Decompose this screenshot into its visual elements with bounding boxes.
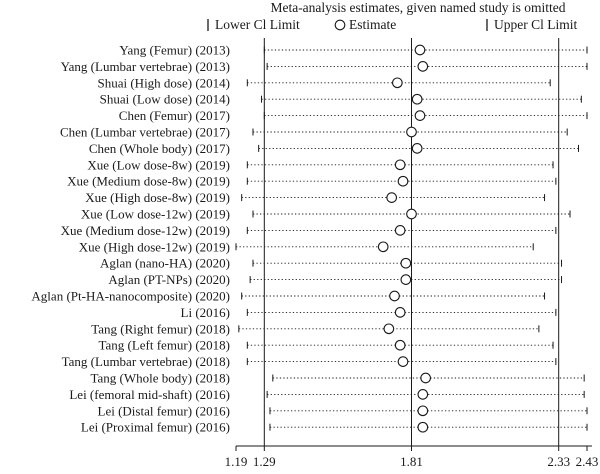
study-label: Lei (Proximal femur) (2016) [81,420,230,435]
study-row: Tang (Whole body) (2018) [90,371,585,386]
study-label: Xue (Medium dose-12w) (2019) [61,223,230,238]
estimate-marker [394,225,406,236]
x-tick-label: 2.43 [576,454,599,469]
study-row: Tang (Left femur) (2018) [98,338,554,353]
estimate-marker [414,110,426,121]
estimate-marker [400,274,412,285]
study-row: Aglan (PT-NPs) (2020) [108,272,563,287]
legend-estimate-label: Estimate [349,17,396,32]
study-label: Xue (Low dose-8w) (2019) [87,157,230,172]
study-row: Chen (Femur) (2017) [119,108,588,123]
estimate-marker [417,421,429,433]
estimate-marker [394,159,406,171]
study-row: Yang (Lumbar vertebrae) (2013) [61,59,588,74]
study-row: Xue (High dose-12w) (2019) [79,239,534,254]
estimate-marker [391,77,403,89]
study-row: Shuai (Low dose) (2014) [100,92,582,107]
estimate-marker [411,93,423,105]
study-row: Lei (Proximal femur) (2016) [81,420,588,435]
estimate-marker [417,405,429,417]
study-row: Xue (High dose-8w) (2019) [85,190,546,205]
legend-estimate-marker [334,19,346,31]
study-row: Tang (Right femur) (2018) [91,321,540,336]
estimate-marker [417,389,429,400]
study-label: Xue (Medium dose-8w) (2019) [67,174,230,189]
study-row: Chen (Lumbar vertebrae) (2017) [60,125,568,140]
estimate-marker [386,192,398,203]
study-label: Aglan (nano-HA) (2020) [100,256,230,271]
x-tick-label: 1.81 [400,454,423,469]
estimate-marker [377,241,389,253]
legend-lower-label: Lower Cl Limit [215,17,300,32]
chart-title: Meta-analysis estimates, given named stu… [270,0,565,15]
estimate-marker [414,44,426,56]
study-label: Tang (Lumbar vertebrae) (2018) [62,354,230,369]
estimate-marker [383,323,395,335]
study-row: Xue (Medium dose-12w) (2019) [61,223,557,238]
study-label: Xue (Low dose-12w) (2019) [81,207,230,222]
estimate-marker [394,307,406,318]
study-label: Chen (Femur) (2017) [119,108,230,123]
study-label: Xue (High dose-8w) (2019) [85,190,230,205]
estimate-marker [397,175,409,187]
estimate-marker [417,61,429,72]
study-row: Lei (femoral mid-shaft) (2016) [69,387,585,402]
study-row: Xue (Low dose-8w) (2019) [87,157,554,172]
legend: Lower Cl Limit Estimate Upper Cl Limit [207,17,577,32]
estimate-marker [420,372,432,384]
legend-upper-label: Upper Cl Limit [494,17,577,32]
study-label: Tang (Left femur) (2018) [98,338,230,353]
study-row: Shuai (High dose) (2014) [97,75,551,90]
study-label: Lei (femoral mid-shaft) (2016) [69,387,230,402]
study-label: Aglan (PT-NPs) (2020) [108,272,230,287]
study-row: Xue (Low dose-12w) (2019) [81,207,571,222]
study-label: Shuai (High dose) (2014) [97,75,230,90]
estimate-marker [400,257,412,269]
study-label: Chen (Lumbar vertebrae) (2017) [60,125,230,140]
study-label: Li (2016) [181,305,230,320]
study-label: Tang (Right femur) (2018) [91,321,230,336]
study-label: Lei (Distal femur) (2016) [98,403,230,418]
study-label: Yang (Femur) (2013) [119,43,230,58]
study-row: Xue (Medium dose-8w) (2019) [67,174,557,189]
x-axis-ticks: 1.19 1.29 1.81 2.33 2.43 [225,446,599,469]
study-row: Aglan (Pt-HA-nanocomposite) (2020) [31,289,546,304]
x-tick-label: 1.29 [253,454,276,469]
x-tick-label: 1.19 [225,454,248,469]
estimate-marker [411,143,423,154]
study-row: Yang (Femur) (2013) [119,43,588,58]
study-row: Aglan (nano-HA) (2020) [100,256,563,271]
estimate-marker [389,290,400,302]
reference-lines [263,38,560,446]
x-tick-label: 2.33 [547,454,570,469]
estimate-marker [394,339,406,351]
study-rows: Yang (Femur) (2013)Yang (Lumbar vertebra… [31,43,588,435]
study-label: Shuai (Low dose) (2014) [100,92,230,107]
estimate-marker [406,208,417,220]
study-row: Li (2016) [181,305,557,320]
study-row: Lei (Distal femur) (2016) [98,403,588,418]
study-row: Chen (Whole body) (2017) [89,141,580,156]
estimate-marker [397,356,409,367]
study-row: Tang (Lumbar vertebrae) (2018) [62,354,557,369]
study-label: Yang (Lumbar vertebrae) (2013) [61,59,230,74]
study-label: Xue (High dose-12w) (2019) [79,239,230,254]
study-label: Aglan (Pt-HA-nanocomposite) (2020) [31,289,230,304]
study-label: Tang (Whole body) (2018) [90,371,230,386]
study-label: Chen (Whole body) (2017) [89,141,230,156]
estimate-marker [406,126,417,138]
